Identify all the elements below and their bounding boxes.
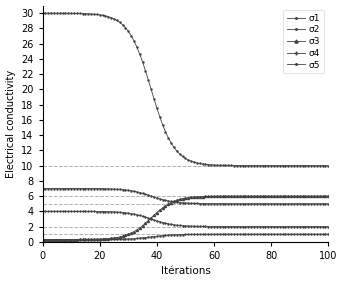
- σ2: [240, 202, 245, 205]
- σ4: [112, 210, 116, 214]
- Line: σ2: σ2: [42, 188, 329, 205]
- σ3: [172, 200, 176, 203]
- σ3: [326, 194, 330, 198]
- σ2: [326, 202, 330, 206]
- σ3: [212, 195, 216, 198]
- σ2: [61, 187, 65, 190]
- σ4: [255, 225, 259, 228]
- σ5: [326, 233, 330, 236]
- σ4: [40, 210, 45, 213]
- Y-axis label: Electrical conductivity: Electrical conductivity: [5, 70, 15, 178]
- σ1: [240, 164, 245, 167]
- Line: σ3: σ3: [42, 195, 329, 241]
- Line: σ1: σ1: [42, 12, 329, 167]
- σ5: [112, 238, 116, 241]
- Line: σ4: σ4: [41, 210, 330, 228]
- σ2: [255, 202, 259, 206]
- σ4: [172, 223, 176, 226]
- Line: σ5: σ5: [42, 233, 329, 241]
- σ2: [212, 202, 216, 205]
- σ4: [212, 225, 216, 228]
- σ5: [40, 238, 45, 241]
- Legend: σ1, σ2, σ3, σ4, σ5: σ1, σ2, σ3, σ4, σ5: [283, 10, 324, 73]
- σ5: [240, 233, 245, 236]
- σ5: [255, 233, 259, 236]
- σ4: [326, 225, 330, 228]
- σ2: [112, 187, 116, 191]
- σ5: [172, 233, 176, 237]
- σ2: [172, 200, 176, 204]
- σ5: [61, 238, 65, 241]
- σ3: [240, 195, 245, 198]
- σ1: [326, 164, 330, 167]
- σ3: [40, 238, 45, 241]
- σ4: [61, 210, 65, 213]
- σ2: [40, 187, 45, 190]
- σ1: [61, 12, 65, 15]
- σ4: [240, 225, 245, 228]
- σ1: [212, 163, 216, 167]
- σ1: [112, 17, 116, 21]
- X-axis label: Itérations: Itérations: [161, 266, 210, 276]
- σ3: [255, 194, 259, 198]
- σ5: [212, 233, 216, 236]
- σ3: [112, 236, 116, 240]
- σ1: [40, 12, 45, 15]
- σ3: [61, 238, 65, 241]
- σ1: [255, 164, 259, 167]
- σ1: [172, 146, 176, 149]
